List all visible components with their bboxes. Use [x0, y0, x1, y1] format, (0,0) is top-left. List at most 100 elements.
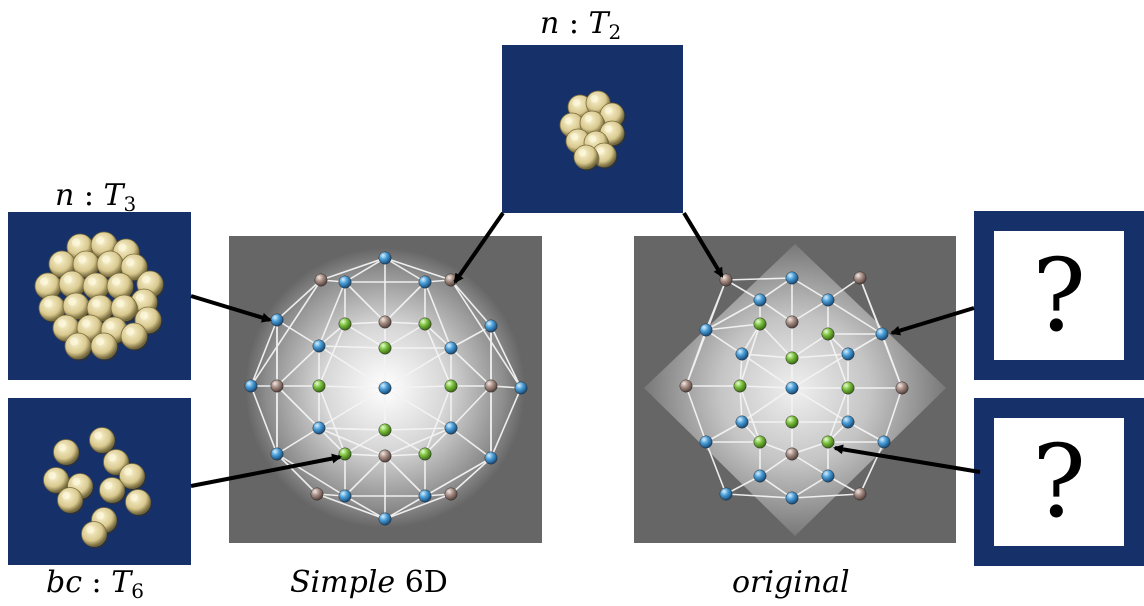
edge — [318, 323, 346, 387]
blue-node — [841, 415, 855, 429]
edge — [344, 455, 386, 497]
blue-node — [699, 323, 713, 337]
edge — [276, 385, 320, 429]
brown-node — [378, 449, 392, 463]
cluster-large — [34, 231, 165, 361]
green-node — [841, 381, 855, 395]
blue-node — [753, 469, 767, 483]
arrow-left-top-to-center — [190, 294, 272, 323]
brown-node — [270, 379, 284, 393]
blue-node — [841, 347, 855, 361]
question-mark-bottom: ? — [1032, 423, 1086, 540]
caption-simple-6d-text: Simple — [290, 565, 405, 600]
blue-node — [338, 489, 352, 503]
brown-node — [310, 487, 324, 501]
edge — [384, 495, 426, 520]
cluster-small — [559, 90, 626, 171]
label-top-var: n — [540, 6, 560, 41]
edge — [450, 385, 492, 429]
edge — [791, 353, 849, 389]
tile-top — [502, 45, 683, 213]
edge — [685, 385, 707, 443]
edge — [759, 453, 793, 477]
blue-node — [444, 421, 458, 435]
label-left-top-sub: 3 — [123, 192, 137, 216]
blue-node — [785, 271, 799, 285]
edge — [384, 429, 426, 455]
edge — [705, 441, 727, 495]
label-left-top-sep: : — [74, 178, 104, 213]
edge — [705, 299, 761, 331]
blue-node — [484, 319, 498, 333]
capsid-particle — [120, 322, 149, 351]
edge — [318, 385, 346, 455]
edge — [759, 475, 793, 499]
blue-node — [821, 469, 835, 483]
blue-node — [338, 275, 352, 289]
edge — [384, 257, 426, 283]
blue-node — [484, 451, 498, 465]
arrow-left-bottom-to-center — [190, 453, 342, 488]
edge — [791, 333, 829, 359]
label-left-top: n : T3 — [55, 178, 136, 216]
edge — [318, 385, 386, 389]
edge — [318, 345, 386, 349]
edge — [450, 457, 492, 495]
edge — [450, 325, 492, 349]
capsid-particle — [125, 489, 152, 517]
edge — [384, 453, 426, 457]
blue-node — [244, 379, 258, 393]
green-node — [312, 379, 326, 393]
blue-node — [312, 339, 326, 353]
edge — [424, 457, 492, 497]
label-left-top-var: n — [55, 178, 75, 213]
label-top-sym: T — [588, 6, 609, 41]
capsid-particle — [110, 294, 139, 323]
brown-node — [785, 447, 799, 461]
tile-left-top — [8, 212, 191, 380]
label-left-bottom-sub: 6 — [131, 579, 144, 603]
edge — [250, 279, 322, 387]
edge — [791, 353, 849, 359]
panel-simple-6d — [229, 236, 542, 543]
question-box-bottom: ? — [974, 398, 1144, 566]
blue-node — [821, 293, 835, 307]
blue-node — [735, 347, 749, 361]
edge — [705, 323, 761, 331]
edge — [384, 493, 452, 520]
edge — [318, 281, 346, 347]
capsid-particle — [62, 292, 91, 321]
capsid-particle — [99, 477, 126, 505]
polyhedron-simple-6d — [244, 248, 528, 528]
edge — [739, 385, 793, 389]
brown-node — [853, 271, 867, 285]
blue-node — [785, 381, 799, 395]
label-left-bottom-sym: T — [111, 565, 132, 600]
edge — [384, 427, 452, 431]
blue-node — [785, 491, 799, 505]
blue-node — [378, 251, 392, 265]
edge — [741, 353, 793, 389]
edge — [725, 493, 793, 499]
question-box-top: ? — [974, 211, 1144, 380]
blue-node — [514, 381, 528, 395]
green-node — [444, 379, 458, 393]
label-left-bottom-var: bc — [46, 565, 83, 600]
edge — [759, 299, 793, 323]
green-node — [338, 317, 352, 331]
capsid-particle — [106, 272, 135, 301]
brown-node — [484, 379, 498, 393]
edge — [344, 323, 386, 349]
question-mark-top: ? — [1032, 236, 1086, 354]
arrow-top-to-center — [453, 211, 505, 284]
edge — [759, 323, 793, 359]
edge — [791, 299, 829, 323]
brown-node — [314, 273, 328, 287]
edge — [276, 453, 346, 497]
capsid-particle — [43, 467, 70, 495]
cluster-scattered — [43, 427, 152, 549]
edge — [847, 421, 885, 443]
question-box-top-inner: ? — [994, 231, 1124, 360]
edge — [384, 323, 426, 349]
edge — [384, 387, 452, 429]
